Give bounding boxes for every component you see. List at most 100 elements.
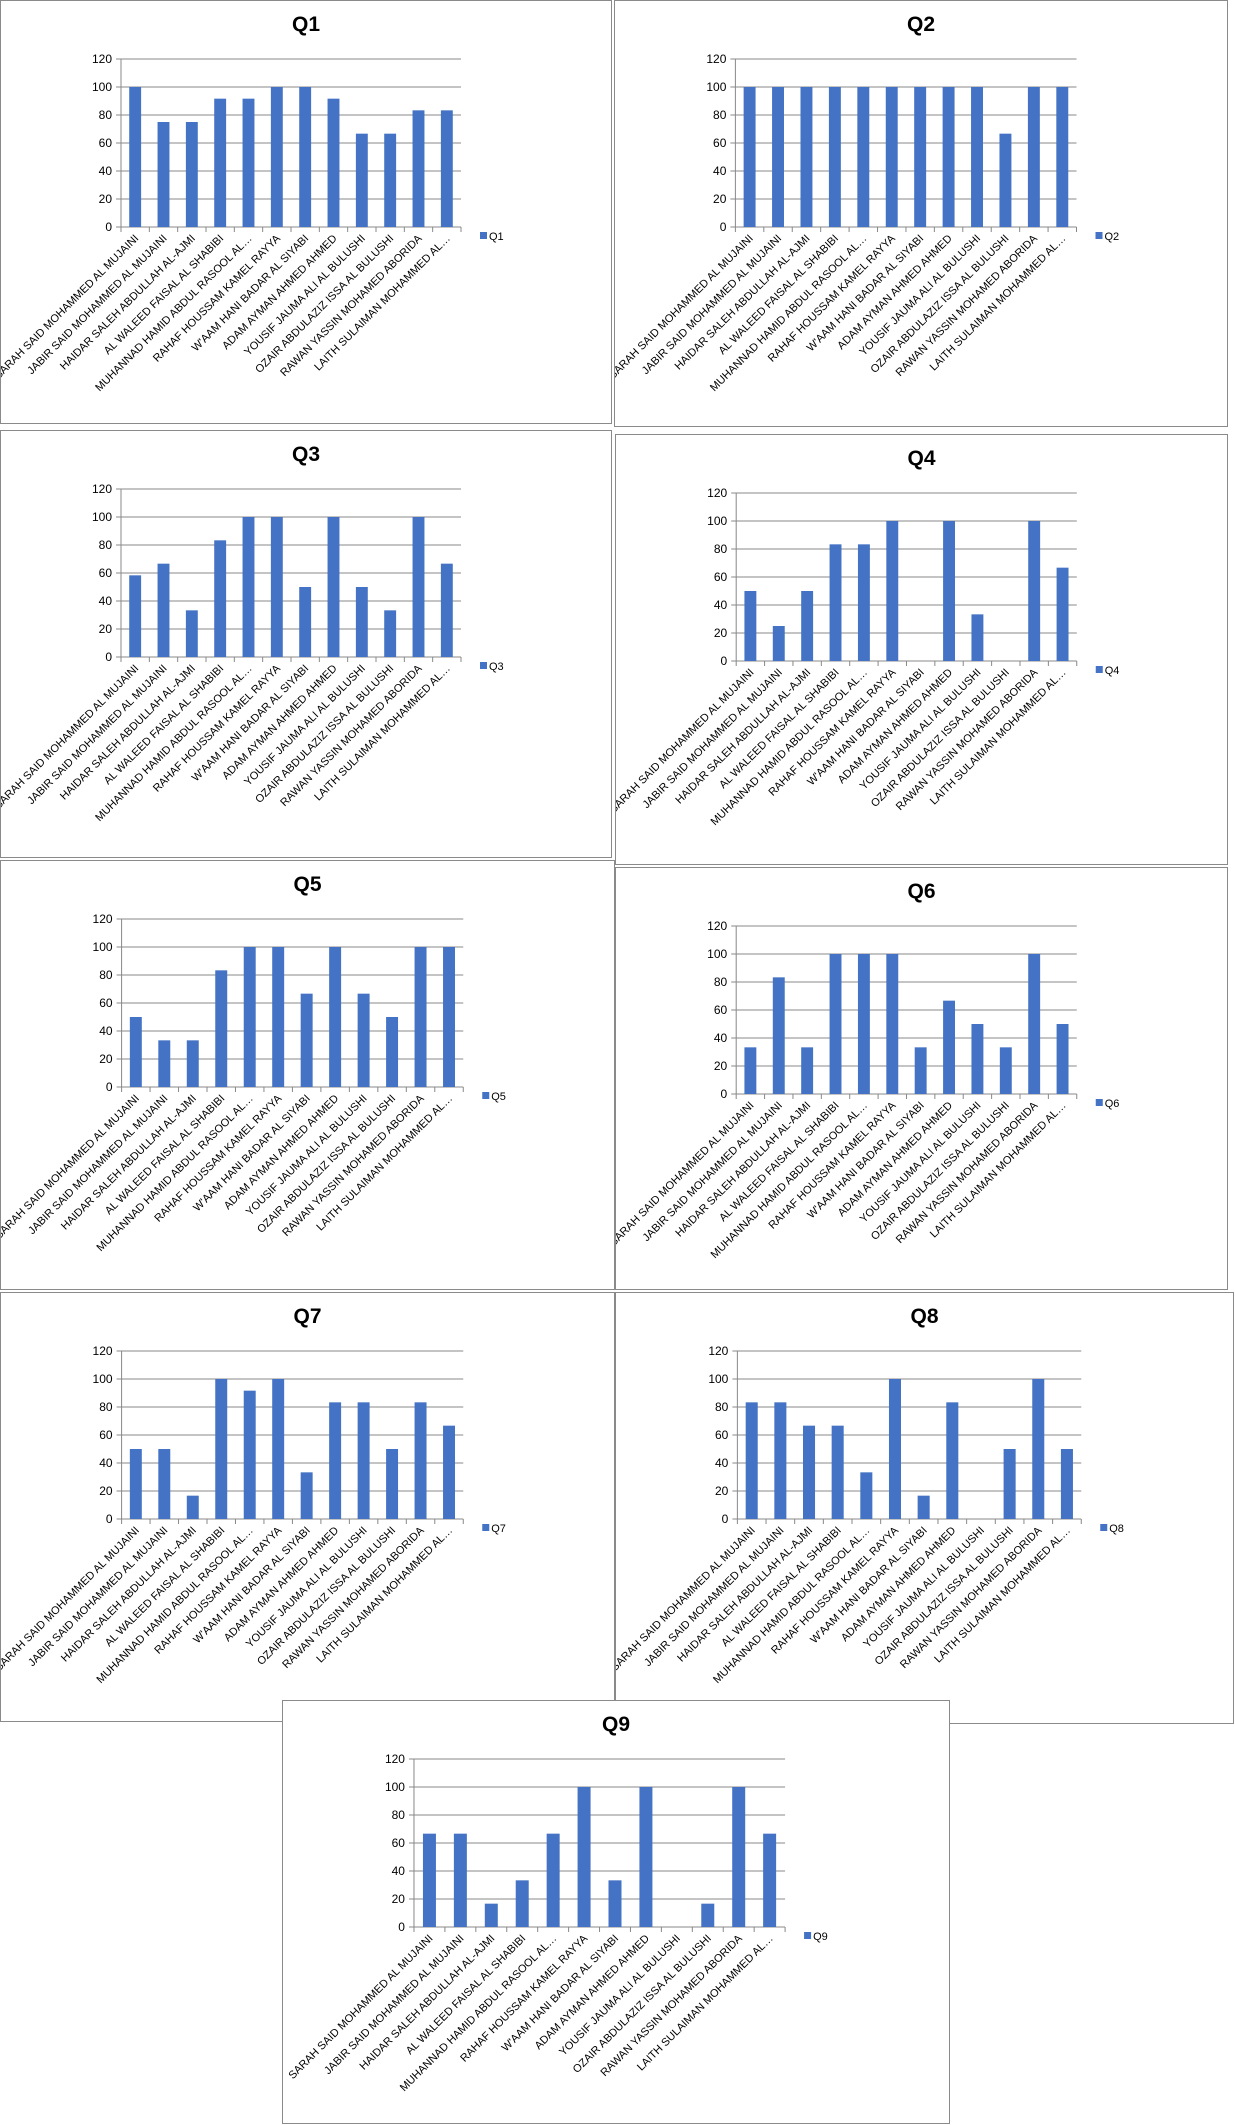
bar: [243, 1390, 256, 1519]
bar: [917, 1495, 930, 1519]
legend-label: Q9: [813, 1931, 828, 1943]
bar: [857, 87, 870, 227]
y-tick-label: 120: [708, 1344, 728, 1358]
bar: [129, 575, 142, 657]
bar: [886, 954, 899, 1094]
bar: [214, 540, 227, 657]
bar: [157, 122, 170, 227]
bar: [772, 87, 785, 227]
bar: [443, 947, 455, 1087]
bar: [215, 970, 228, 1087]
chart-q1: Q1 0 20 40 60 80 100 120 SARAH SAID MOHAMMED AL …: [0, 0, 612, 424]
y-tick-label: 40: [714, 598, 728, 612]
y-tick-label: 40: [713, 164, 727, 178]
bar: [414, 1402, 427, 1519]
bar: [384, 610, 397, 657]
chart-q3: Q3 0 20 40 60 80 100 120 SARAH SAID MOHAMMED AL …: [0, 430, 612, 858]
bar: [914, 1047, 927, 1094]
bar: [157, 563, 170, 657]
y-tick-label: 80: [714, 542, 728, 556]
bar: [888, 1379, 902, 1519]
y-tick-label: 60: [99, 136, 113, 150]
bar: [701, 1903, 715, 1927]
legend-swatch: [1095, 232, 1103, 239]
y-tick-label: 0: [722, 1512, 729, 1526]
y-tick-label: 100: [92, 510, 112, 524]
legend-label: Q6: [1105, 1098, 1120, 1110]
bar: [763, 1833, 777, 1927]
bar: [440, 563, 453, 657]
bar: [1028, 521, 1041, 661]
bar: [829, 954, 842, 1094]
y-tick-label: 0: [721, 1087, 728, 1101]
y-tick-label: 40: [392, 1864, 406, 1878]
bar: [384, 133, 397, 227]
bar: [732, 1787, 746, 1927]
y-tick-label: 20: [392, 1892, 406, 1906]
y-tick-label: 0: [721, 654, 728, 668]
y-tick-label: 40: [99, 1456, 113, 1470]
bar: [357, 993, 370, 1087]
bar: [329, 947, 342, 1087]
y-tick-label: 120: [385, 1752, 405, 1766]
bar: [743, 87, 756, 227]
bar: [129, 1449, 142, 1519]
bar: [1060, 1449, 1073, 1519]
bar: [242, 517, 255, 657]
legend-label: Q3: [489, 661, 504, 673]
bar: [412, 517, 425, 657]
chart-q2: Q2 0 20 40 60 80 100 120 SARAH SAID MOHAMMED AL …: [614, 0, 1228, 427]
legend-swatch: [482, 1092, 490, 1099]
bar: [300, 1472, 313, 1519]
bar: [1056, 1024, 1069, 1094]
bar: [272, 947, 285, 1087]
bar: [270, 517, 283, 657]
bar: [158, 1449, 171, 1519]
chart-title: Q8: [910, 1305, 939, 1328]
y-tick-label: 100: [92, 80, 112, 94]
x-tick-label: RAWAN YASSIN MOHAMED ABORIDA: [598, 1932, 745, 2079]
bar: [860, 1472, 873, 1519]
y-tick-label: 100: [93, 1372, 113, 1386]
chart-q9: Q9 0 20 40 60 80 100 120 SARAH SAID MOHAMMED AL …: [282, 1700, 950, 2124]
y-tick-label: 60: [713, 136, 727, 150]
bar: [386, 1449, 399, 1519]
y-tick-label: 120: [93, 912, 113, 926]
y-tick-label: 100: [706, 80, 726, 94]
legend-swatch: [480, 232, 487, 239]
bar: [971, 1024, 984, 1094]
bar: [214, 98, 227, 227]
bar: [185, 610, 198, 657]
bar: [453, 1833, 467, 1927]
legend-swatch: [1100, 1524, 1108, 1531]
legend-swatch: [1095, 1099, 1103, 1106]
y-tick-label: 120: [92, 482, 112, 496]
y-tick-label: 20: [715, 1484, 729, 1498]
chart-title: Q2: [906, 13, 935, 36]
bar: [484, 1903, 498, 1927]
y-tick-label: 20: [99, 1484, 113, 1498]
y-tick-label: 60: [392, 1836, 406, 1850]
chart-q8: Q8 0 20 40 60 80 100 120 SARAH SAID MOHAMMED AL …: [615, 1292, 1234, 1724]
y-tick-label: 20: [99, 622, 113, 636]
y-tick-label: 60: [99, 1428, 113, 1442]
y-tick-label: 0: [398, 1920, 405, 1934]
y-tick-label: 0: [105, 650, 112, 664]
bar: [355, 587, 368, 657]
y-tick-label: 100: [707, 947, 727, 961]
chart-q6: Q6 0 20 40 60 80 100 120 SARAH SAID MOHAMMED AL …: [615, 867, 1228, 1290]
bar: [299, 587, 312, 657]
legend-label: Q1: [489, 231, 504, 243]
bar: [828, 87, 841, 227]
bar: [186, 1495, 199, 1519]
y-tick-label: 60: [715, 1428, 729, 1442]
bar: [831, 1425, 844, 1519]
bar: [357, 1402, 370, 1519]
bar: [999, 1047, 1012, 1094]
chart-q5: Q5 0 20 40 60 80 100 120 SARAH SAID MOHAMMED AL …: [0, 860, 615, 1290]
